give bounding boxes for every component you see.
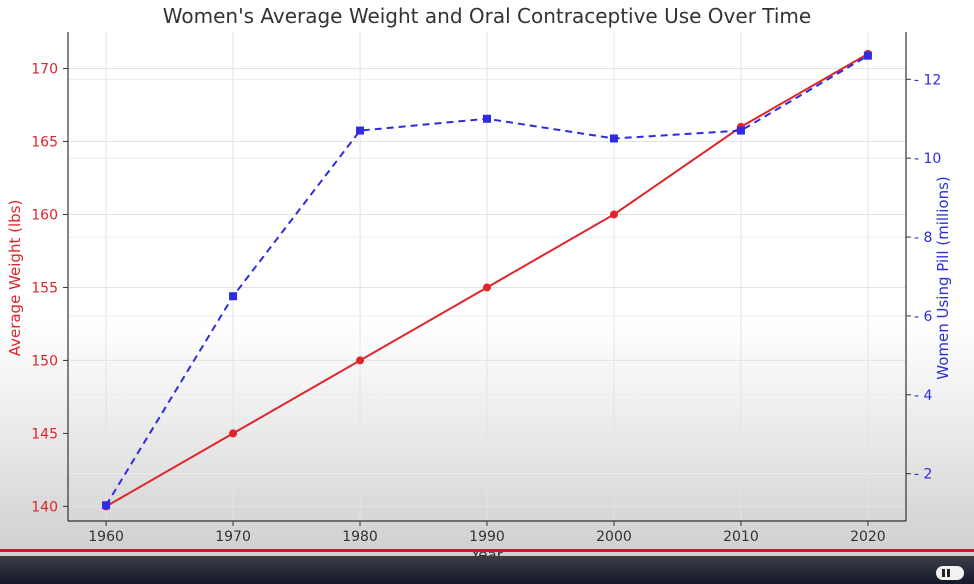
series xyxy=(102,49,872,511)
video-progress-bar[interactable] xyxy=(0,549,974,552)
y-left-tick-label: 140 xyxy=(31,499,58,515)
x-tick-label: 2000 xyxy=(596,529,632,545)
y-right-tick-label: - 10 xyxy=(914,151,941,167)
y-right-tick-label: - 2 xyxy=(914,467,932,483)
x-tick-label: 2020 xyxy=(850,529,886,545)
pause-icon xyxy=(942,569,950,577)
chart-title: Women's Average Weight and Oral Contrace… xyxy=(163,4,811,28)
video-progress-fill xyxy=(0,549,974,552)
y-right-tick-label: - 8 xyxy=(914,230,932,246)
y-left-tick-label: 170 xyxy=(31,61,58,77)
pill-point xyxy=(483,114,491,123)
weight-point xyxy=(609,210,618,219)
pill-point xyxy=(102,501,111,510)
y-right-tick-label: - 12 xyxy=(914,72,941,88)
weight-point xyxy=(229,429,238,438)
grid xyxy=(68,32,906,521)
y-left-tick-label: 150 xyxy=(31,353,58,369)
pill-point xyxy=(609,134,618,143)
y-right-tick-label: - 4 xyxy=(914,388,933,404)
x-tick-label: 1970 xyxy=(215,529,251,545)
x-tick-label: 1980 xyxy=(342,529,378,545)
pause-button[interactable] xyxy=(936,566,964,580)
y-left-tick-label: 160 xyxy=(31,207,58,223)
y-left-tick-label: 155 xyxy=(31,280,58,296)
pill-point xyxy=(229,292,238,301)
weight-point xyxy=(483,283,491,292)
y-left-tick-label: 165 xyxy=(31,134,58,150)
pill-point xyxy=(736,126,745,135)
y-axis-right-label: Women Using Pill (millions) xyxy=(934,176,952,379)
weight-point xyxy=(356,356,365,365)
x-tick-label: 2010 xyxy=(723,529,759,545)
y-axis-left-label: Average Weight (lbs) xyxy=(6,200,24,357)
video-controls-bar xyxy=(0,556,974,584)
axes: 1960 1970 1980 1990 2000 2010 2020 140 145 150 155… xyxy=(31,32,941,545)
x-tick-label: 1960 xyxy=(88,529,124,545)
pill-point xyxy=(863,51,872,60)
x-tick-label: 1990 xyxy=(469,529,505,545)
y-right-tick-label: - 6 xyxy=(914,309,933,325)
y-left-tick-label: 145 xyxy=(31,426,58,442)
pill-point xyxy=(356,126,365,135)
